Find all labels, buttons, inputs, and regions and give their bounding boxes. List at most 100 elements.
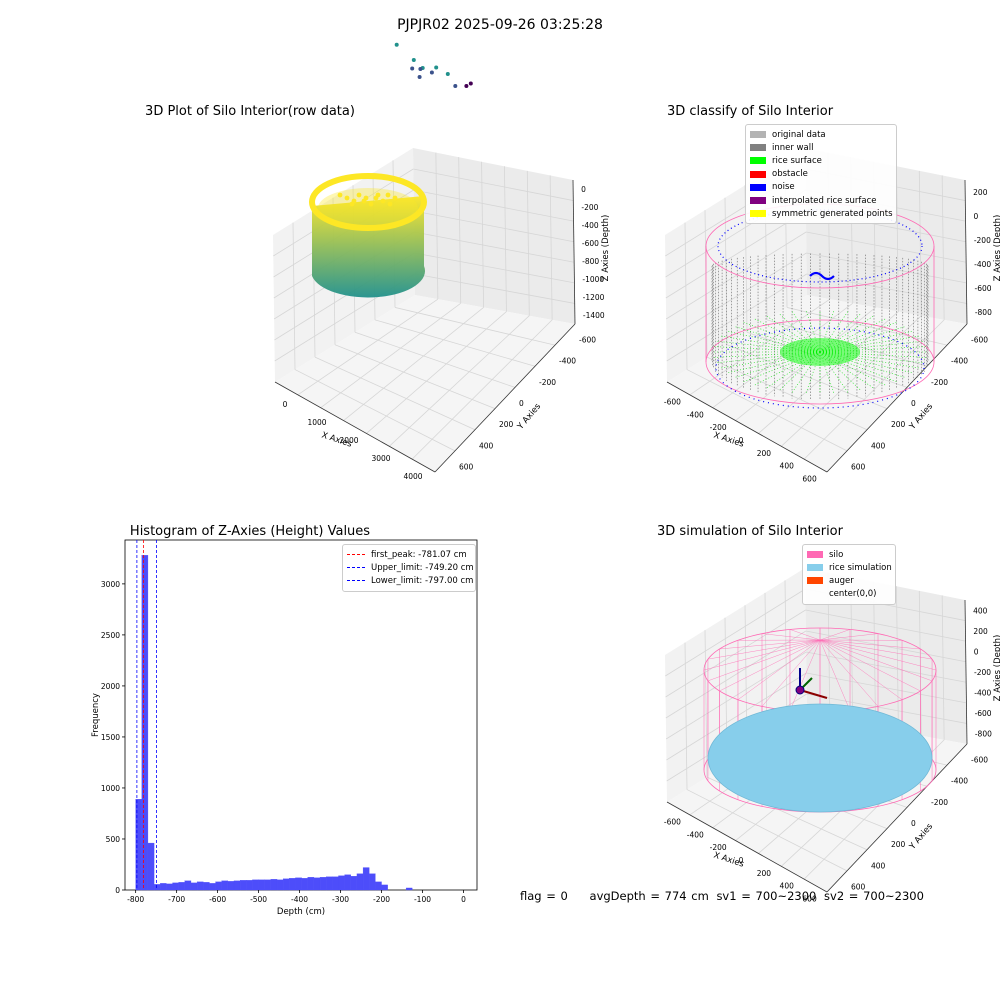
silo-roof-wire — [789, 639, 821, 711]
y-tick-label: -200 — [931, 798, 948, 807]
grid-line — [665, 630, 807, 719]
status-flag: flag = 0 — [520, 889, 568, 903]
silo-roof-wire — [819, 639, 921, 692]
x-tick-label: -600 — [664, 817, 681, 826]
histogram-bar — [338, 875, 345, 891]
z-tick-label: 0 — [974, 212, 979, 221]
x-axis-line — [274, 381, 436, 473]
grid-line — [526, 170, 530, 316]
x-tick-label: -100 — [414, 895, 431, 904]
legend-label: auger — [829, 575, 854, 586]
surface-point — [385, 192, 391, 198]
silo-roof-wire — [819, 639, 903, 700]
x-tick-label: 0 — [739, 856, 744, 865]
grid-line — [411, 319, 553, 460]
y-tick-label: 500 — [106, 835, 121, 844]
legend-item: rice simulation — [807, 561, 892, 574]
y-tick-label: 0 — [911, 399, 916, 408]
histogram-bar — [172, 882, 179, 891]
z-tick-label: 400 — [973, 606, 988, 615]
y-axis-line — [826, 743, 968, 893]
legend-label: Lower_limit: -797.00 cm — [371, 575, 474, 586]
legend-item: inner wall — [750, 141, 892, 154]
grid-line — [941, 595, 945, 740]
z-tick-label: -600 — [582, 239, 599, 248]
rice-surface-points — [791, 351, 821, 393]
grid-line — [803, 319, 945, 460]
y-tick-label: 2000 — [101, 682, 120, 691]
legend-item: original data — [750, 128, 892, 141]
status-line: flag = 0 avgDepth = 774 cm sv1 = 700~230… — [520, 889, 927, 903]
silo-roof-wire — [819, 639, 879, 707]
histogram-bar — [375, 881, 382, 891]
z-tick-label: -200 — [581, 203, 598, 212]
histogram-bar — [332, 876, 339, 891]
y-tick-label: 3000 — [101, 580, 120, 589]
grid-line — [413, 210, 574, 243]
histogram-bar — [344, 874, 351, 891]
histogram-bar — [295, 877, 302, 891]
histogram-bar — [160, 883, 167, 891]
x-tick-label: -400 — [291, 895, 308, 904]
grid-line — [689, 298, 831, 396]
grid-line — [806, 273, 967, 304]
histogram-bar — [190, 882, 198, 891]
data-point — [453, 84, 458, 88]
y-tick-label: 200 — [499, 420, 514, 429]
rice-surface-points — [720, 335, 821, 353]
z-tick-label: -800 — [975, 730, 992, 739]
silo-roof-wire — [819, 639, 851, 711]
silo-roof-wire — [819, 633, 879, 641]
data-point — [410, 66, 415, 71]
x-axis-label: X Axies — [320, 430, 353, 449]
legend-item: Lower_limit: -797.00 cm — [347, 574, 474, 587]
data-point — [445, 72, 450, 76]
rice-surface-points — [819, 315, 875, 353]
z-tick-label: -200 — [974, 668, 991, 677]
data-point — [417, 75, 422, 79]
grid-line — [294, 369, 456, 452]
legend-swatch — [347, 580, 365, 582]
histogram-bar — [203, 882, 210, 891]
rice-surface-points — [819, 351, 920, 369]
grid-line — [666, 672, 807, 761]
grid-line — [896, 586, 899, 732]
grid-line — [366, 311, 507, 434]
legend-swatch — [807, 577, 823, 585]
legend-item: symmetric generated points — [750, 207, 893, 220]
legend-item: rice surface — [750, 154, 892, 167]
grid-line — [549, 175, 553, 320]
x-tick-label: -600 — [209, 895, 226, 904]
x-tick-label: 200 — [757, 869, 772, 878]
grid-line — [389, 315, 530, 447]
grid-line — [354, 331, 516, 388]
histogram-bar — [166, 883, 173, 891]
rice-surface-points — [805, 351, 821, 394]
chart-title-classify: 3D classify of Silo Interior — [666, 104, 834, 119]
x-tick-label: -600 — [664, 397, 681, 406]
grid-line — [665, 210, 807, 299]
grid-line — [941, 175, 945, 320]
histogram-bar — [283, 878, 290, 891]
legend-label: obstacle — [772, 169, 808, 180]
legend-label: rice surface — [772, 155, 822, 166]
histogram-bar — [258, 879, 265, 891]
histogram-bar — [307, 877, 315, 891]
data-point — [464, 84, 469, 88]
rice-surface-center — [780, 338, 860, 366]
z-tick-label: -1200 — [583, 293, 605, 302]
noise-points — [717, 209, 923, 283]
y-tick-label: -600 — [579, 336, 596, 345]
histogram-bar — [301, 878, 308, 891]
y-tick-label: 2500 — [101, 631, 120, 640]
y-tick-label: 400 — [871, 861, 886, 870]
x-tick-label: -800 — [127, 895, 144, 904]
x-tick-label: 2000 — [339, 436, 358, 445]
z-tick-label: -1400 — [583, 311, 605, 320]
surface-point — [373, 195, 379, 201]
z-axis-line — [964, 179, 968, 325]
z-tick-label: -1000 — [582, 275, 604, 284]
silo-roof-wire — [789, 629, 821, 641]
legend-label: inner wall — [772, 142, 814, 153]
grid-line — [292, 222, 296, 370]
